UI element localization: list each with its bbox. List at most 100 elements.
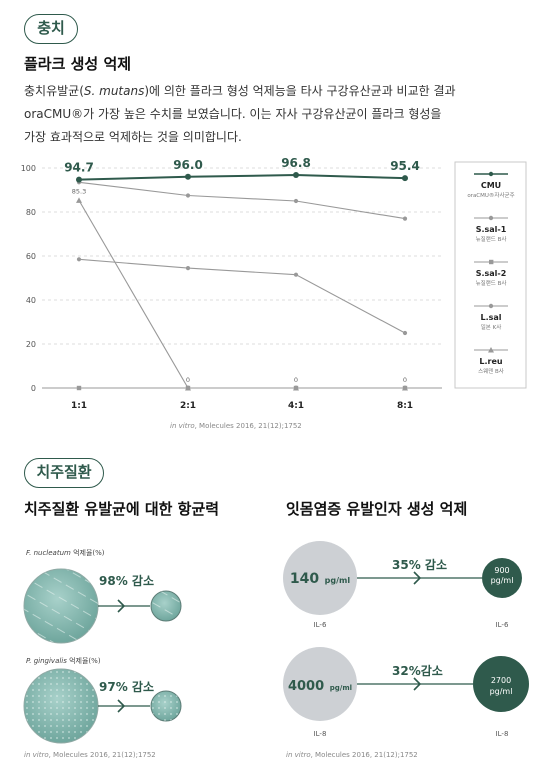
x-tick-label: 4:1 bbox=[288, 401, 304, 411]
point-cmu bbox=[293, 172, 299, 179]
point-l-reu bbox=[76, 197, 82, 203]
legend-marker bbox=[489, 259, 494, 265]
cmu-data-label: 96.0 bbox=[173, 158, 203, 172]
il8-before-number: 4000 bbox=[287, 679, 325, 694]
il8-after-unit: pg/ml bbox=[489, 687, 513, 696]
para-line-2: oraCMU®가 가장 높은 수치를 보였습니다. 이는 자사 구강유산균이 플… bbox=[24, 107, 442, 121]
x-tick-label: 2:1 bbox=[180, 401, 196, 411]
source-italic: in vitro bbox=[170, 422, 195, 430]
il8-reduction: 32%감소 bbox=[392, 664, 443, 678]
pg-reduction: 97% 감소 bbox=[99, 680, 154, 694]
point-s-sal-1 bbox=[402, 216, 408, 221]
pg-suffix: 억제율(%) bbox=[66, 657, 101, 665]
il6-before-unit: pg/ml bbox=[324, 576, 351, 585]
il8-after-circle bbox=[473, 656, 529, 712]
source-rest: , Molecules 2016, 21(12);1752 bbox=[194, 422, 302, 430]
antibacterial-heading: 치주질환 유발균에 대한 항균력 bbox=[24, 500, 220, 518]
point-cmu bbox=[76, 176, 82, 183]
series-line-l-sal bbox=[78, 258, 406, 334]
legend-marker bbox=[488, 303, 494, 309]
il6-after-value: 900 pg/ml bbox=[482, 566, 522, 586]
x-tick-label: 1:1 bbox=[71, 401, 87, 411]
legend-marker bbox=[488, 347, 494, 353]
plaque-inhibition-chart: 0 20 40 60 80 100 1:1 2:1 4:1 8:1 94.7 96.0 96.8 95.4… bbox=[21, 156, 527, 411]
point-l-sal bbox=[76, 257, 82, 262]
y-tick-label: 20 bbox=[26, 340, 36, 349]
lreu-data-label: 0 bbox=[186, 376, 190, 384]
il8-before-unit: pg/ml bbox=[329, 684, 353, 692]
fn-before-circle bbox=[23, 568, 99, 644]
il8-arrow-head bbox=[413, 677, 422, 691]
il6-left-label: IL-6 bbox=[313, 621, 327, 629]
il8-before-circle bbox=[283, 647, 357, 721]
pg-arrow-head bbox=[117, 699, 126, 713]
il6-after-unit: pg/ml bbox=[490, 576, 514, 585]
para-text-2: )에 의한 플라크 형성 억제능을 타사 구강유산균과 비교한 결과 bbox=[144, 84, 456, 98]
il6-arrow-head bbox=[413, 571, 422, 585]
legend-marker bbox=[488, 215, 494, 221]
para-species: S. mutans bbox=[83, 84, 145, 98]
left-source-italic: in vitro bbox=[24, 751, 49, 759]
left-source-rest: , Molecules 2016, 21(12);1752 bbox=[48, 751, 156, 759]
cmu-data-label: 94.7 bbox=[64, 161, 94, 175]
para-line-3: 가장 효과적으로 억제하는 것을 의미합니다. bbox=[24, 130, 242, 144]
y-tick-label: 100 bbox=[21, 164, 36, 173]
plaque-description: 충치유발균(S. mutans)에 의한 플라크 형성 억제능을 타사 구강유산… bbox=[24, 80, 464, 149]
fn-arrow-head bbox=[117, 599, 126, 613]
il6-after-circle bbox=[482, 558, 522, 598]
fn-species: F. nucleatum bbox=[26, 549, 71, 557]
legend-name: S.sal-2 bbox=[476, 269, 507, 278]
point-l-reu bbox=[402, 385, 408, 391]
x-tick-label: 8:1 bbox=[397, 401, 413, 411]
section-badge-caries: 충치 bbox=[24, 14, 78, 44]
y-tick-label: 60 bbox=[26, 252, 36, 261]
point-cmu bbox=[402, 175, 408, 182]
point-l-reu bbox=[185, 385, 191, 391]
pg-caption: P. gingivalis 억제율(%) bbox=[26, 656, 101, 666]
series-line-cmu bbox=[78, 174, 406, 181]
legend-marker bbox=[488, 171, 494, 177]
section-badge-periodontal: 치주질환 bbox=[24, 458, 104, 488]
il6-before-number: 140 bbox=[289, 571, 320, 587]
il6-right-label: IL-6 bbox=[495, 621, 509, 629]
legend-name: S.sal-1 bbox=[476, 225, 507, 234]
legend-name: L.reu bbox=[479, 357, 503, 366]
point-l-reu bbox=[293, 385, 299, 391]
right-source-italic: in vitro bbox=[286, 751, 311, 759]
pg-after-circle bbox=[150, 690, 182, 722]
inflammation-heading: 잇몸염증 유발인자 생성 억제 bbox=[286, 500, 468, 518]
il8-left-label: IL-8 bbox=[313, 730, 327, 738]
legend-sub: 뉴질랜드 B사 bbox=[476, 279, 507, 287]
fn-suffix: 억제율(%) bbox=[70, 549, 105, 557]
point-s-sal-1 bbox=[293, 198, 299, 204]
legend-sub: 스웨덴 B사 bbox=[478, 367, 504, 375]
series-line-s-sal-1 bbox=[78, 181, 406, 220]
para-text-1: 충치유발균( bbox=[24, 84, 84, 98]
fn-reduction: 98% 감소 bbox=[99, 574, 154, 588]
point-l-sal bbox=[293, 272, 299, 277]
lreu-data-label: 85.3 bbox=[72, 187, 86, 195]
legend-name: CMU bbox=[481, 181, 501, 190]
point-s-sal-2 bbox=[76, 385, 82, 391]
right-source: in vitro, Molecules 2016, 21(12);1752 bbox=[286, 751, 418, 759]
chart-source: in vitro, Molecules 2016, 21(12);1752 bbox=[170, 422, 302, 430]
il8-right-label: IL-8 bbox=[495, 730, 509, 738]
il6-after-number: 900 bbox=[494, 566, 510, 575]
il6-reduction: 35% 감소 bbox=[392, 558, 447, 572]
y-tick-label: 40 bbox=[26, 296, 36, 305]
il8-after-value: 2700 pg/ml bbox=[476, 675, 526, 697]
fn-after-circle bbox=[150, 590, 182, 622]
il8-after-number: 2700 bbox=[490, 676, 512, 685]
fn-caption: F. nucleatum 억제율(%) bbox=[26, 548, 105, 558]
il6-before-circle bbox=[283, 541, 357, 615]
pg-before-circle bbox=[23, 668, 99, 744]
il-graphics bbox=[283, 541, 529, 721]
plaque-heading: 플라크 생성 억제 bbox=[24, 55, 132, 73]
series-line-l-reu bbox=[78, 200, 405, 389]
right-source-rest: , Molecules 2016, 21(12);1752 bbox=[310, 751, 418, 759]
legend-sub: 일본 K사 bbox=[481, 323, 502, 331]
point-l-sal bbox=[185, 266, 191, 271]
legend-name: L.sal bbox=[480, 313, 501, 322]
point-cmu bbox=[185, 173, 191, 180]
point-l-sal bbox=[402, 330, 408, 336]
